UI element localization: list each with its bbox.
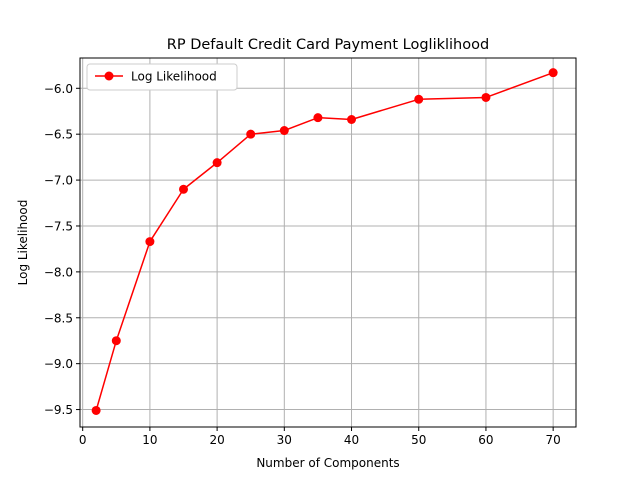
y-tick-label: −6.5 (44, 128, 73, 142)
chart-title: RP Default Credit Card Payment Logliklih… (167, 37, 489, 53)
y-tick-label: −9.0 (44, 357, 73, 371)
series-layer (91, 68, 558, 415)
data-point (313, 113, 323, 123)
data-point (279, 126, 289, 136)
data-point (246, 129, 256, 139)
data-point (212, 158, 222, 168)
x-tick-label: 70 (546, 433, 561, 447)
legend-entry-label: Log Likelihood (131, 70, 217, 84)
x-tick-label: 0 (79, 433, 87, 447)
data-point (111, 336, 121, 346)
y-tick-label: −8.5 (44, 311, 73, 325)
data-point (414, 94, 424, 104)
x-axis-label: Number of Components (256, 456, 399, 470)
x-tick-label: 10 (142, 433, 157, 447)
x-tick-label: 20 (209, 433, 224, 447)
legend-box (86, 63, 238, 91)
data-point (91, 405, 101, 415)
y-tick-label: −7.0 (44, 174, 73, 188)
data-point (179, 184, 189, 194)
y-tick-label: −7.5 (44, 219, 73, 233)
data-point (145, 237, 155, 247)
series-line (95, 71, 554, 411)
x-tick-label: 30 (277, 433, 292, 447)
y-tick-label: −8.0 (44, 265, 73, 279)
plot-area (79, 57, 577, 428)
data-point (347, 115, 357, 124)
legend-marker-sample (104, 71, 114, 81)
grid (80, 58, 576, 427)
y-axis-label: Log Likelihood (16, 200, 30, 286)
data-point (548, 68, 558, 78)
legend: Log Likelihood (86, 63, 238, 91)
x-tick-label: 40 (344, 433, 359, 447)
y-tick-label: −9.5 (44, 403, 73, 417)
axis-ticks: 0 10 20 30 40 50 60 70 −9.5 −9.0 −8.5 −8.0 −7.5 −7.0 −… (44, 82, 561, 447)
x-tick-label: 50 (411, 433, 426, 447)
data-point (481, 92, 491, 102)
y-tick-label: −6.0 (44, 82, 73, 96)
x-tick-label: 60 (478, 433, 493, 447)
